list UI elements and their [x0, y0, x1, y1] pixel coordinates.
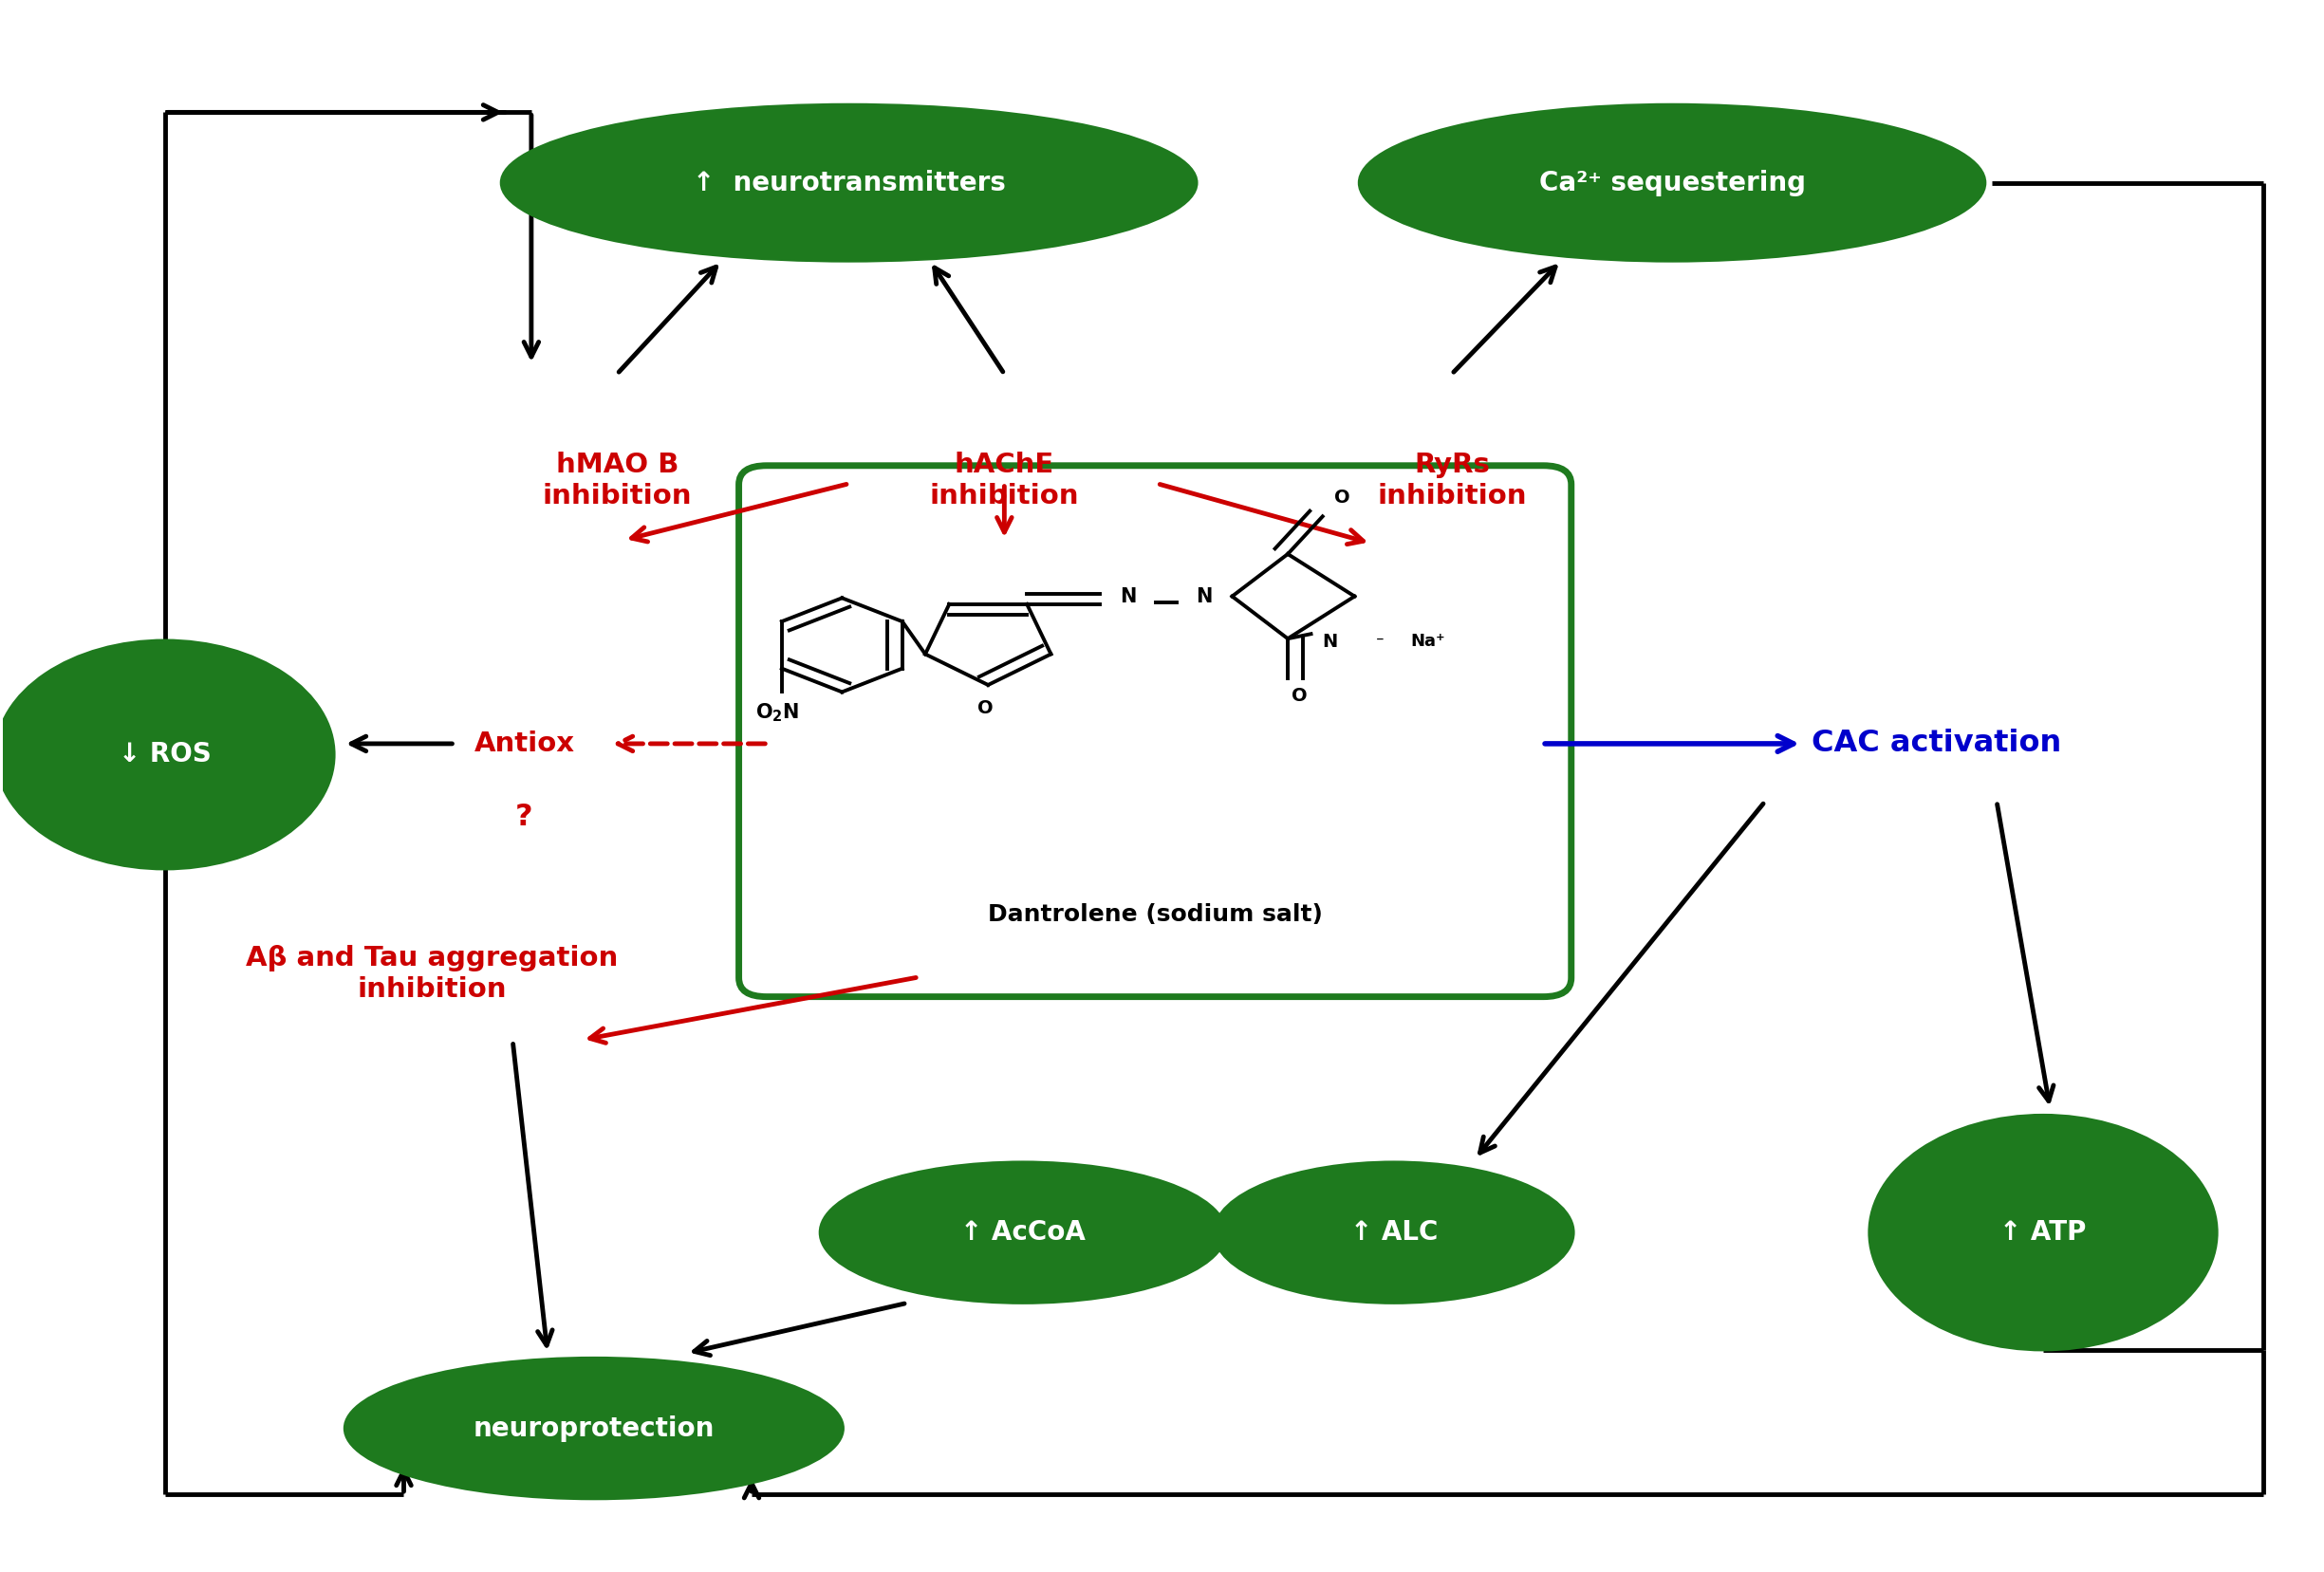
Text: ↓ ROS: ↓ ROS: [119, 742, 211, 769]
FancyBboxPatch shape: [739, 465, 1571, 997]
Text: ↑ ALC: ↑ ALC: [1350, 1220, 1439, 1245]
Text: N: N: [1197, 586, 1213, 605]
Text: O: O: [1334, 489, 1350, 508]
Text: hMAO B
inhibition: hMAO B inhibition: [541, 451, 693, 509]
Ellipse shape: [502, 104, 1197, 261]
Text: ↑ ATP: ↑ ATP: [1999, 1220, 2087, 1245]
Text: ↑  neurotransmitters: ↑ neurotransmitters: [693, 170, 1006, 196]
Text: Dantrolene (sodium salt): Dantrolene (sodium salt): [988, 904, 1322, 926]
Text: ↑ AcCoA: ↑ AcCoA: [960, 1220, 1085, 1245]
Text: CAC activation: CAC activation: [1810, 729, 2061, 758]
Text: N: N: [1322, 634, 1339, 651]
Ellipse shape: [1360, 104, 1985, 261]
Text: O: O: [978, 700, 995, 717]
Ellipse shape: [1213, 1162, 1573, 1303]
Text: ?: ?: [516, 803, 532, 832]
Text: Antiox: Antiox: [474, 731, 574, 758]
Circle shape: [0, 640, 335, 869]
Text: Ca²⁺ sequestering: Ca²⁺ sequestering: [1538, 170, 1806, 196]
Text: ⁻: ⁻: [1376, 634, 1385, 651]
Text: Aβ and Tau aggregation
inhibition: Aβ and Tau aggregation inhibition: [246, 945, 618, 1003]
Text: O: O: [1292, 687, 1308, 704]
Text: Na⁺: Na⁺: [1411, 634, 1446, 651]
Text: RyRs
inhibition: RyRs inhibition: [1378, 451, 1527, 509]
Text: hAChE
inhibition: hAChE inhibition: [930, 451, 1078, 509]
Ellipse shape: [820, 1162, 1225, 1303]
Ellipse shape: [344, 1358, 844, 1498]
Text: N: N: [1120, 586, 1136, 605]
Text: neuroprotection: neuroprotection: [474, 1415, 713, 1442]
Text: $\mathbf{O_2N}$: $\mathbf{O_2N}$: [755, 701, 799, 723]
Circle shape: [1868, 1115, 2217, 1350]
